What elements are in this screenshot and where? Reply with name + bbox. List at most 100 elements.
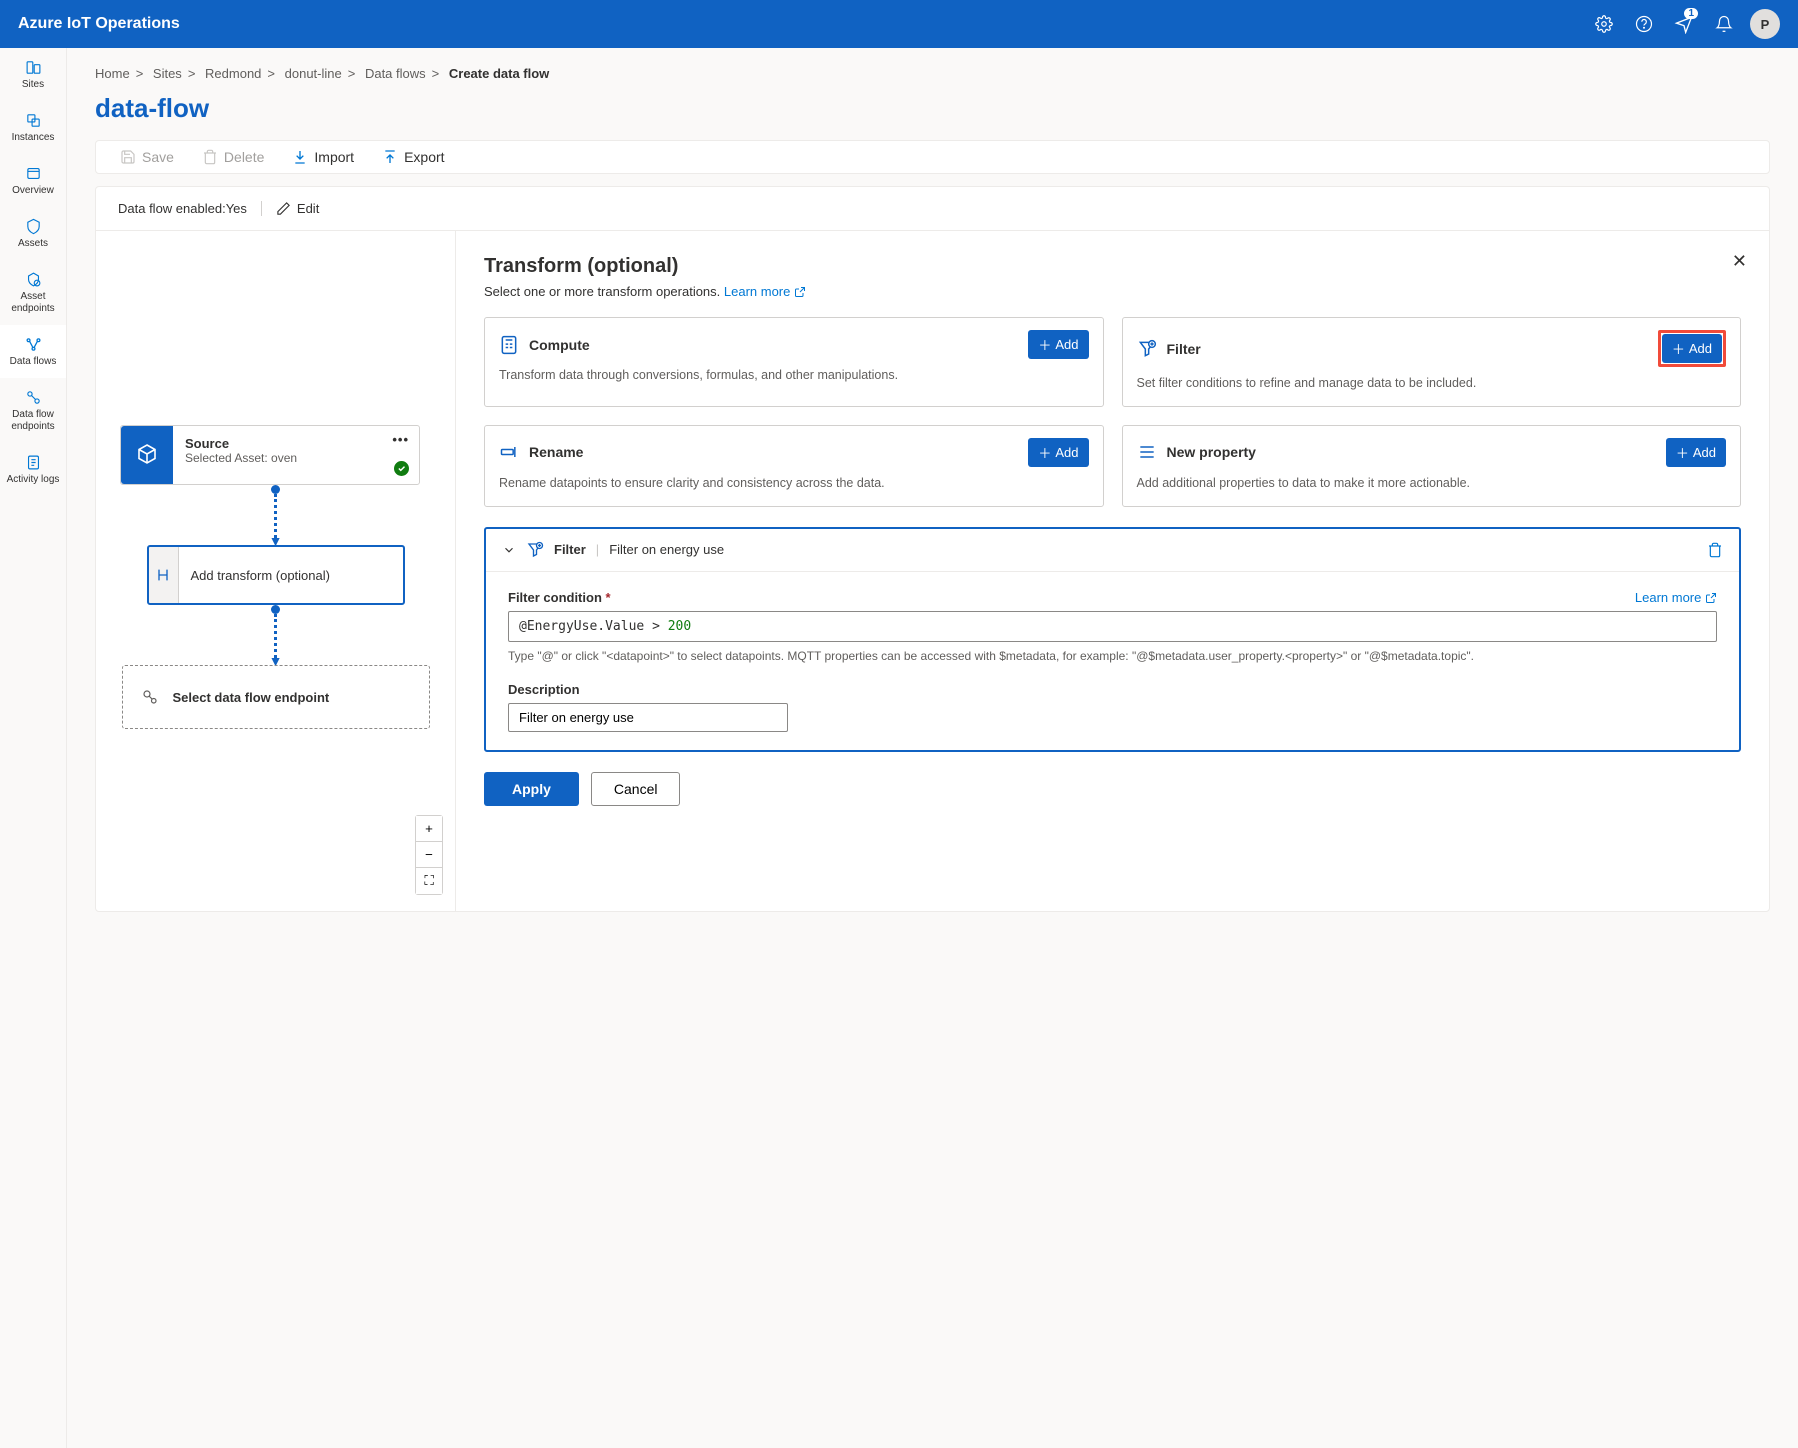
sidenav-activity-logs[interactable]: Activity logs — [0, 443, 66, 496]
source-node[interactable]: Source Selected Asset: oven ••• — [120, 425, 420, 485]
sidenav-data-flows[interactable]: Data flows — [0, 325, 66, 378]
avatar[interactable]: P — [1750, 9, 1780, 39]
endpoint-label: Select data flow endpoint — [173, 690, 330, 705]
close-icon[interactable]: ✕ — [1732, 251, 1747, 272]
compute-name: Compute — [529, 337, 590, 353]
cancel-button[interactable]: Cancel — [591, 772, 681, 806]
notification-badge: 1 — [1684, 8, 1698, 19]
apply-button[interactable]: Apply — [484, 772, 579, 806]
toolbar: Save Delete Import Export — [95, 140, 1770, 174]
learn-more-link[interactable]: Learn more — [724, 284, 806, 299]
crumb-dataflows[interactable]: Data flows — [365, 66, 426, 81]
newprop-name: New property — [1167, 444, 1256, 460]
endpoint-icon — [141, 688, 159, 706]
filter-small-icon — [526, 541, 544, 559]
enabled-value: Yes — [226, 201, 247, 216]
cube-icon — [121, 426, 173, 484]
endpoint-node[interactable]: Select data flow endpoint — [122, 665, 430, 729]
filter-icon — [1137, 339, 1157, 359]
condition-hint: Type "@" or click "<datapoint>" to selec… — [508, 648, 1717, 664]
chevron-down-icon[interactable] — [502, 543, 516, 557]
crumb-sites[interactable]: Sites — [153, 66, 182, 81]
crumb-donut-line[interactable]: donut-line — [285, 66, 342, 81]
zoom-fit-button[interactable]: ⛶ — [416, 868, 442, 894]
delete-label: Delete — [224, 149, 264, 165]
compute-add-button[interactable]: ＋ Add — [1028, 330, 1088, 359]
sidenav-asset-endpoints[interactable]: Asset endpoints — [0, 260, 66, 325]
rename-card: Rename ＋ Add Rename datapoints to ensure… — [484, 425, 1104, 507]
filter-add-button[interactable]: ＋ Add — [1662, 334, 1722, 363]
asset-endpoints-icon — [24, 270, 42, 288]
dataflow-card: Data flow enabled: Yes Edit Source — [95, 186, 1770, 912]
newprop-add-button[interactable]: ＋ Add — [1666, 438, 1726, 467]
data-flows-icon — [24, 335, 42, 353]
settings-icon[interactable] — [1584, 4, 1624, 44]
transform-node[interactable]: Add transform (optional) — [147, 545, 405, 605]
sidenav-assets[interactable]: Assets — [0, 207, 66, 260]
export-icon — [382, 149, 398, 165]
main-content: Home> Sites> Redmond> donut-line> Data f… — [67, 48, 1798, 1448]
transform-panel: ✕ Transform (optional) Select one or mor… — [456, 231, 1769, 911]
top-bar: Azure IoT Operations 1 P — [0, 0, 1798, 48]
source-title: Source — [185, 436, 407, 451]
compute-desc: Transform data through conversions, form… — [499, 367, 1089, 384]
editor-type: Filter — [554, 542, 586, 557]
filter-condition-input[interactable]: @EnergyUse.Value > 200 — [508, 611, 1717, 642]
bell-icon[interactable] — [1704, 4, 1744, 44]
transform-label: Add transform (optional) — [191, 568, 330, 583]
delete-icon — [202, 149, 218, 165]
sidenav-overview[interactable]: Overview — [0, 154, 66, 207]
rename-icon — [499, 442, 519, 462]
edit-label: Edit — [297, 201, 319, 216]
assets-icon — [24, 217, 42, 235]
feedback-icon[interactable]: 1 — [1664, 4, 1704, 44]
enabled-label: Data flow enabled: — [118, 201, 226, 216]
export-button[interactable]: Export — [382, 149, 444, 165]
compute-card: Compute ＋ Add Transform data through con… — [484, 317, 1104, 407]
check-icon — [394, 461, 409, 476]
breadcrumb: Home> Sites> Redmond> donut-line> Data f… — [95, 66, 1770, 81]
newprop-card: New property ＋ Add Add additional proper… — [1122, 425, 1742, 507]
help-icon[interactable] — [1624, 4, 1664, 44]
sidenav-dataflow-endpoints[interactable]: Data flow endpoints — [0, 378, 66, 443]
import-button[interactable]: Import — [292, 149, 354, 165]
zoom-out-button[interactable]: − — [416, 842, 442, 868]
filter-editor: Filter | Filter on energy use Filter con… — [484, 527, 1741, 752]
sidenav-label: Data flows — [10, 356, 57, 368]
brand-title: Azure IoT Operations — [18, 15, 180, 33]
zoom-in-button[interactable]: + — [416, 816, 442, 842]
crumb-current: Create data flow — [449, 66, 549, 81]
rename-desc: Rename datapoints to ensure clarity and … — [499, 475, 1089, 492]
rename-add-button[interactable]: ＋ Add — [1028, 438, 1088, 467]
panel-title: Transform (optional) — [484, 255, 1741, 278]
newprop-icon — [1137, 442, 1157, 462]
edit-button[interactable]: Edit — [261, 201, 319, 216]
overview-icon — [24, 164, 42, 182]
compute-icon — [499, 335, 519, 355]
sites-icon — [24, 58, 42, 76]
source-subtitle: Selected Asset: oven — [185, 451, 407, 465]
export-label: Export — [404, 149, 444, 165]
instances-icon — [24, 111, 42, 129]
dataflow-endpoints-icon — [24, 388, 42, 406]
rename-name: Rename — [529, 444, 583, 460]
description-input[interactable] — [508, 703, 788, 732]
more-icon[interactable]: ••• — [392, 432, 409, 447]
sidenav-label: Sites — [22, 79, 44, 91]
crumb-redmond[interactable]: Redmond — [205, 66, 261, 81]
save-label: Save — [142, 149, 174, 165]
learn-more-condition[interactable]: Learn more — [1635, 590, 1717, 605]
filter-name: Filter — [1167, 341, 1201, 357]
filter-card: Filter ＋ Add Set filter conditions to re… — [1122, 317, 1742, 407]
save-button: Save — [120, 149, 174, 165]
save-icon — [120, 149, 136, 165]
sidenav-label: Assets — [18, 238, 48, 250]
delete-filter-icon[interactable] — [1707, 542, 1723, 558]
sidenav-sites[interactable]: Sites — [0, 48, 66, 101]
panel-lead: Select one or more transform operations. — [484, 284, 724, 299]
desc-label: Description — [508, 682, 1717, 697]
sidenav-instances[interactable]: Instances — [0, 101, 66, 154]
sidenav-label: Instances — [12, 132, 55, 144]
pencil-icon — [276, 201, 291, 216]
crumb-home[interactable]: Home — [95, 66, 130, 81]
